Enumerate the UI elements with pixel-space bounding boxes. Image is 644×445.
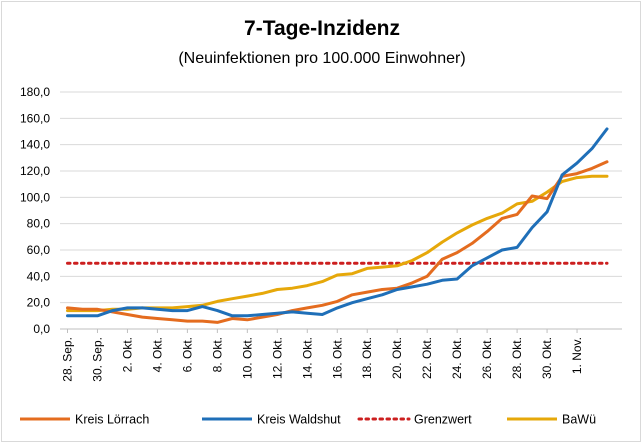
gridlines — [60, 91, 622, 304]
x-tick-label: 8. Okt. — [210, 337, 224, 372]
series-line-kreis-l-rrach — [66, 160, 609, 324]
y-tick-label: 140,0 — [20, 138, 50, 152]
series-line-baw- — [66, 174, 609, 313]
x-tick-label: 18. Okt. — [360, 337, 374, 379]
x-tick-label: 1. Nov. — [570, 337, 584, 374]
legend-label: Grenzwert — [414, 413, 472, 427]
y-tick-label: 80,0 — [27, 217, 51, 231]
y-tick-label: 60,0 — [27, 243, 51, 257]
legend-label: BaWü — [562, 413, 596, 427]
x-tick-label: 2. Okt. — [120, 337, 134, 372]
y-tick-label: 0,0 — [33, 322, 50, 336]
y-axis-ticks: 0,0 20,0 40,0 60,0 80,0 100,0 120,0 140,0 160,0 1… — [20, 85, 50, 336]
x-tick-label: 28. Okt. — [510, 337, 524, 379]
chart-subtitle: (Neuinfektionen pro 100.000 Einwohner) — [178, 50, 465, 67]
x-tick-label: 10. Okt. — [240, 337, 254, 379]
x-tick-label: 22. Okt. — [420, 337, 434, 379]
legend: Kreis Lörrach Kreis Waldshut Grenzwert BaWü — [20, 413, 596, 427]
series-lines — [66, 127, 609, 324]
legend-label: Kreis Lörrach — [75, 413, 149, 427]
x-tick-label: 4. Okt. — [150, 337, 164, 372]
y-tick-label: 180,0 — [20, 85, 50, 99]
x-axis-ticks: 28. Sep. 30. Sep. 2. Okt. 4. Okt. 6. Okt. 8. … — [60, 329, 584, 382]
y-tick-label: 120,0 — [20, 164, 50, 178]
x-tick-label: 12. Okt. — [270, 337, 284, 379]
chart-title: 7-Tage-Inzidenz — [244, 17, 400, 40]
x-tick-label: 14. Okt. — [300, 337, 314, 379]
x-tick-label: 30. Okt. — [540, 337, 554, 379]
y-tick-label: 100,0 — [20, 190, 50, 204]
x-tick-label: 6. Okt. — [180, 337, 194, 372]
series-line-kreis-waldshut — [66, 127, 609, 318]
x-tick-label: 28. Sep. — [60, 337, 74, 382]
x-tick-label: 30. Sep. — [90, 337, 104, 382]
x-tick-label: 24. Okt. — [450, 337, 464, 379]
x-tick-label: 20. Okt. — [390, 337, 404, 379]
x-tick-label: 16. Okt. — [330, 337, 344, 379]
y-tick-label: 40,0 — [27, 269, 51, 283]
y-tick-label: 20,0 — [27, 296, 51, 310]
y-tick-label: 160,0 — [20, 111, 50, 125]
legend-label: Kreis Waldshut — [257, 413, 341, 427]
x-tick-label: 26. Okt. — [480, 337, 494, 379]
